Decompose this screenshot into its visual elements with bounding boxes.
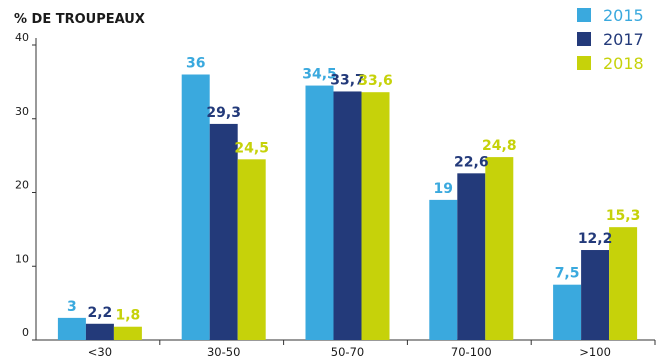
y-tick-label: 10 bbox=[15, 252, 29, 265]
x-tick-label: <30 bbox=[88, 345, 112, 359]
bar-2017-3 bbox=[457, 173, 486, 340]
data-label: 29,3 bbox=[206, 105, 241, 121]
data-label: 24,8 bbox=[482, 138, 517, 154]
bar-2015-2 bbox=[305, 85, 334, 340]
legend-swatch bbox=[577, 32, 591, 46]
x-tick-label: 70-100 bbox=[451, 345, 492, 359]
x-tick-label: 30-50 bbox=[207, 345, 240, 359]
data-label: 3 bbox=[67, 299, 77, 315]
legend: 2015 2017 2018 bbox=[577, 6, 644, 73]
bar-2018-4 bbox=[609, 227, 638, 340]
bar-2018-2 bbox=[361, 92, 390, 340]
bar-2015-0 bbox=[57, 317, 86, 340]
data-label: 7,5 bbox=[555, 266, 580, 282]
data-label: 22,6 bbox=[454, 154, 489, 170]
bar-2015-4 bbox=[553, 284, 582, 340]
y-tick-label: 20 bbox=[15, 179, 29, 192]
data-label: 1,8 bbox=[115, 308, 140, 324]
x-tick-label: 50-70 bbox=[331, 345, 364, 359]
bar-2017-2 bbox=[333, 91, 362, 341]
legend-swatch bbox=[577, 56, 591, 70]
y-axis-title: % DE TROUPEAUX bbox=[14, 12, 145, 27]
data-label: 33,7 bbox=[330, 72, 365, 88]
bar-2017-4 bbox=[581, 250, 610, 340]
bars bbox=[57, 74, 638, 341]
data-label: 12,2 bbox=[578, 231, 613, 247]
data-label: 33,6 bbox=[358, 73, 393, 89]
y-tick-label: 40 bbox=[15, 31, 29, 44]
x-tick-label: >100 bbox=[579, 345, 611, 359]
data-label: 24,5 bbox=[234, 140, 269, 156]
data-label: 34,5 bbox=[302, 67, 337, 83]
legend-label: 2017 bbox=[603, 30, 644, 49]
data-label: 15,3 bbox=[606, 208, 641, 224]
data-label: 2,2 bbox=[87, 305, 112, 321]
bar-2018-3 bbox=[485, 157, 514, 340]
data-label: 36 bbox=[186, 56, 205, 72]
bar-2018-0 bbox=[113, 326, 142, 340]
legend-label: 2018 bbox=[603, 54, 644, 73]
bar-2017-0 bbox=[85, 323, 114, 340]
bar-2017-1 bbox=[209, 123, 238, 340]
data-label: 19 bbox=[434, 181, 453, 197]
bar-2018-1 bbox=[237, 159, 266, 340]
bar-2015-3 bbox=[429, 199, 458, 340]
y-tick-label: 30 bbox=[15, 105, 29, 118]
bar-2015-1 bbox=[181, 74, 210, 340]
axes: 0 10 20 30 40 <30 30-50 50-70 70-100 >100 bbox=[15, 31, 656, 359]
legend-swatch bbox=[577, 8, 591, 22]
legend-label: 2015 bbox=[603, 6, 644, 25]
y-tick-label: 0 bbox=[22, 326, 29, 339]
